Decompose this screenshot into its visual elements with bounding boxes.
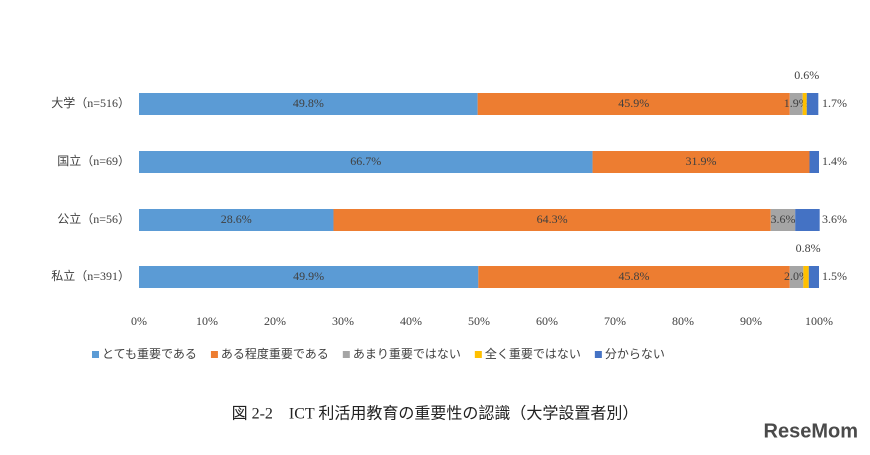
data-label: 0.8% <box>796 241 821 255</box>
legend-label: 全く重要ではない <box>485 346 581 361</box>
bar-segment <box>139 151 593 173</box>
legend-label: ある程度重要である <box>221 346 329 361</box>
data-label: 45.8% <box>619 269 650 283</box>
x-tick-label: 30% <box>332 314 354 328</box>
data-label: 1.5% <box>822 269 847 283</box>
data-label: 1.4% <box>822 154 847 168</box>
x-tick-label: 60% <box>536 314 558 328</box>
x-tick-label: 0% <box>131 314 147 328</box>
x-tick-label: 50% <box>468 314 490 328</box>
data-label: 45.9% <box>618 96 649 110</box>
bar-segment <box>477 93 790 115</box>
bar-segment <box>139 93 478 115</box>
bar-segment <box>789 93 803 115</box>
x-tick-label: 80% <box>672 314 694 328</box>
legend-swatch <box>210 351 218 358</box>
bar-segment <box>806 93 819 115</box>
x-tick-label: 100% <box>805 314 833 328</box>
x-tick-label: 70% <box>604 314 626 328</box>
data-label: 0.6% <box>794 68 819 82</box>
bar-segment <box>789 266 804 288</box>
bar-segment <box>803 266 809 288</box>
data-label: 64.3% <box>537 212 568 226</box>
bar-segment <box>592 151 810 173</box>
bar-segment <box>808 266 819 288</box>
legend-label: あまり重要ではない <box>353 347 461 361</box>
data-label: 2.0% <box>784 269 809 283</box>
x-tick-label: 10% <box>196 314 218 328</box>
bar-segment <box>139 209 334 231</box>
data-label: 3.6% <box>770 212 795 226</box>
data-label: 49.9% <box>293 269 324 283</box>
legend-label: 分からない <box>605 347 665 361</box>
legend-swatch <box>92 351 99 358</box>
data-label: 66.7% <box>350 154 381 168</box>
bar-segment <box>802 93 807 115</box>
x-tick-label: 20% <box>264 314 286 328</box>
bar-segment <box>139 266 479 288</box>
legend-swatch <box>474 351 482 358</box>
legend-swatch <box>594 351 602 358</box>
legend-label: とても重要である <box>102 347 197 361</box>
x-tick-label: 40% <box>400 314 422 328</box>
data-label: 1.9% <box>784 96 809 110</box>
data-label: 3.6% <box>822 212 847 226</box>
bar-segment <box>770 209 796 231</box>
bar-segment <box>795 209 820 231</box>
data-label: 49.8% <box>293 96 324 110</box>
data-label: 31.9% <box>686 154 717 168</box>
bar-segment <box>478 266 790 288</box>
x-tick-label: 90% <box>740 314 762 328</box>
y-tick-label: 私立（n=391） <box>51 268 130 283</box>
chart-title: 図 2-2 ICT 利活用教育の重要性の認識（大学設置者別） <box>232 405 639 423</box>
watermark: ReseMom <box>764 420 858 442</box>
bar-segment <box>809 151 819 173</box>
bar-segment <box>333 209 771 231</box>
data-label: 1.7% <box>822 96 847 110</box>
y-tick-label: 公立（n=56） <box>57 211 130 226</box>
y-tick-label: 大学（n=516） <box>51 95 130 110</box>
data-label: 28.6% <box>221 212 252 226</box>
legend-swatch <box>342 351 350 358</box>
y-tick-label: 国立（n=69） <box>57 153 130 168</box>
